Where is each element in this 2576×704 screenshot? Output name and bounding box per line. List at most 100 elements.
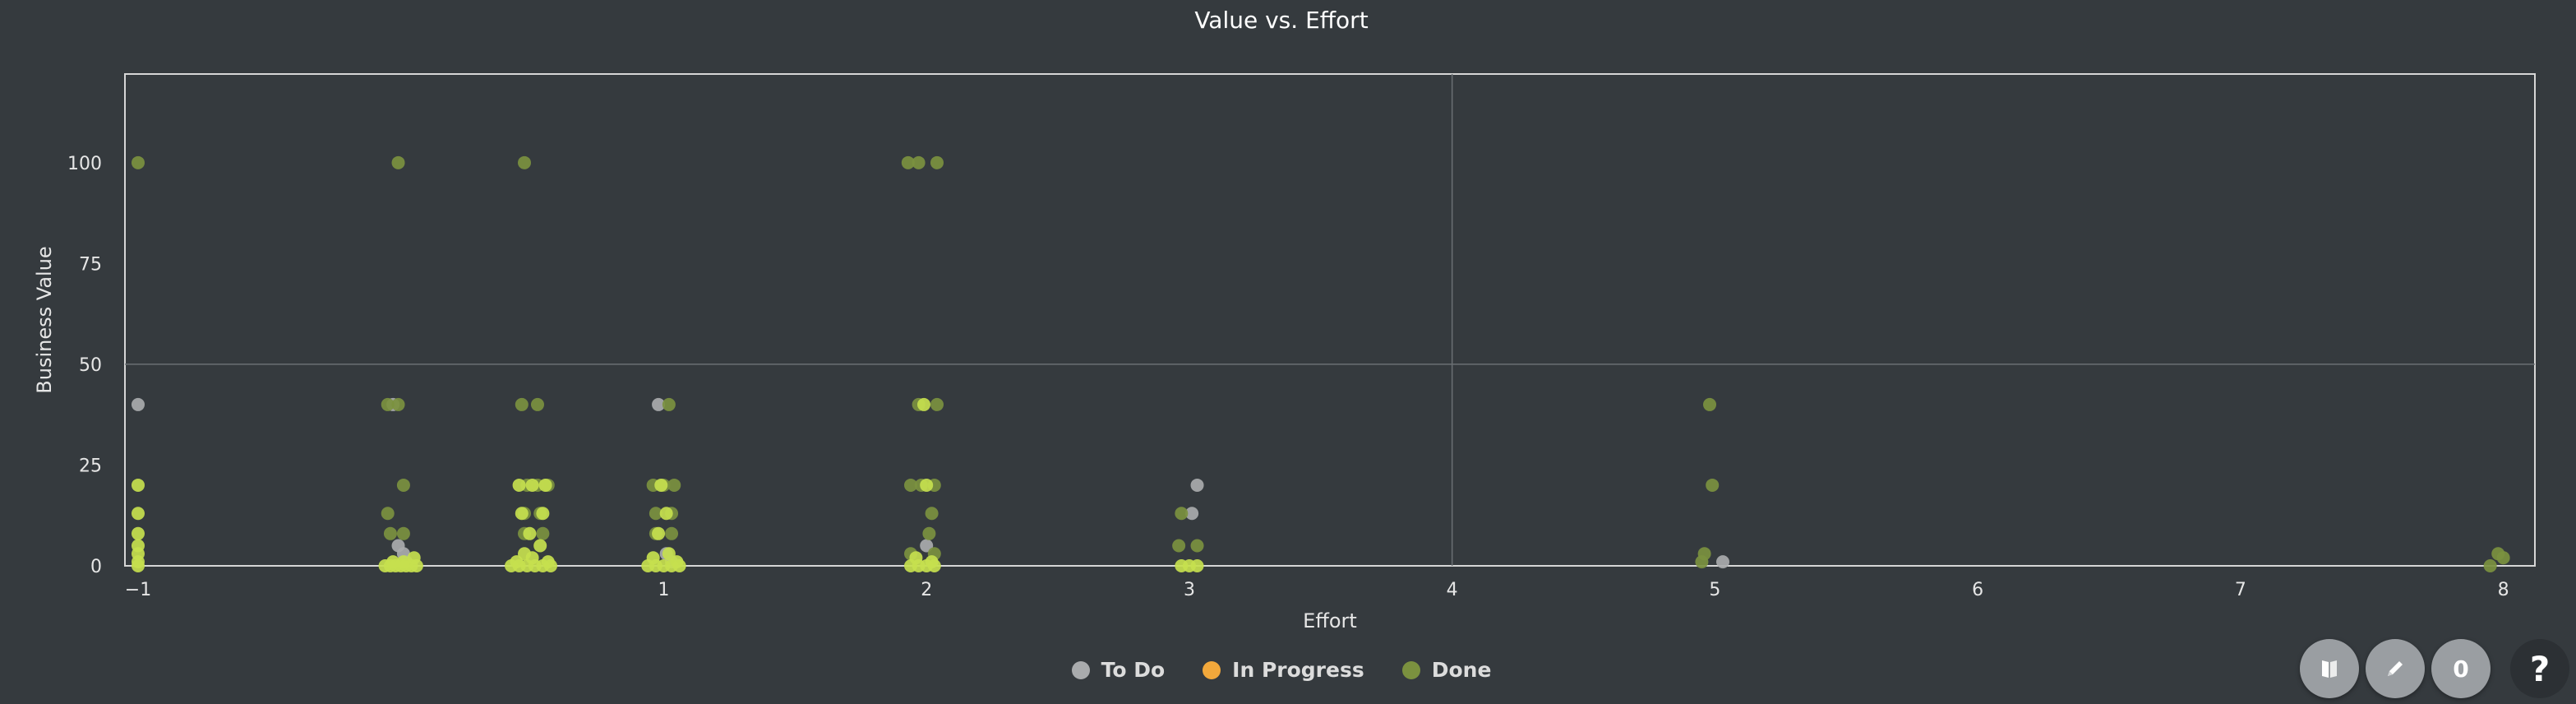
data-point[interactable]	[930, 397, 944, 411]
data-point[interactable]	[1695, 555, 1709, 569]
data-point[interactable]	[1172, 539, 1186, 553]
data-point[interactable]	[131, 526, 145, 540]
data-point[interactable]	[525, 478, 539, 492]
data-point[interactable]	[922, 526, 936, 540]
data-point[interactable]	[665, 526, 679, 540]
data-point[interactable]	[1706, 478, 1720, 492]
data-point[interactable]	[925, 507, 939, 521]
data-point[interactable]	[381, 507, 395, 521]
y-tick-label: 0	[90, 557, 102, 577]
data-point[interactable]	[2483, 559, 2497, 572]
x-tick-label: 6	[1972, 580, 1983, 600]
legend-item-to-do[interactable]: To Do	[1071, 658, 1165, 682]
data-point[interactable]	[541, 555, 555, 569]
data-point[interactable]	[530, 397, 544, 411]
data-point[interactable]	[652, 526, 666, 540]
data-point[interactable]	[930, 155, 944, 169]
data-point[interactable]	[131, 507, 145, 521]
data-point[interactable]	[920, 539, 934, 553]
data-point[interactable]	[518, 547, 532, 561]
data-point[interactable]	[1703, 397, 1717, 411]
data-point[interactable]	[646, 551, 660, 565]
data-point[interactable]	[512, 478, 526, 492]
data-point[interactable]	[1190, 559, 1204, 572]
data-point[interactable]	[1185, 507, 1199, 521]
data-point[interactable]	[391, 397, 405, 411]
data-point[interactable]	[518, 155, 532, 169]
x-tick-label: −1	[125, 580, 151, 600]
pencil-icon	[2388, 661, 2403, 676]
data-point[interactable]	[925, 555, 939, 569]
data-point[interactable]	[904, 478, 918, 492]
count-badge-button[interactable]: 0	[2431, 639, 2491, 698]
x-axis-title: Effort	[1303, 609, 1357, 632]
data-point[interactable]	[131, 478, 145, 492]
legend-swatch-done	[1401, 660, 1420, 679]
legend-item-done[interactable]: Done	[1401, 658, 1492, 682]
legend-item-in-progress[interactable]: In Progress	[1203, 658, 1364, 682]
data-point[interactable]	[917, 397, 931, 411]
data-point[interactable]	[396, 555, 410, 569]
data-point[interactable]	[652, 397, 666, 411]
x-tick-label: 7	[2235, 580, 2246, 600]
data-point[interactable]	[391, 155, 405, 169]
x-tick-label: 5	[1709, 580, 1720, 600]
data-point[interactable]	[131, 559, 145, 572]
data-point[interactable]	[533, 539, 547, 553]
legend-label: In Progress	[1232, 658, 1364, 682]
data-point[interactable]	[383, 526, 397, 540]
chart-title: Value vs. Effort	[1194, 7, 1369, 34]
x-tick-label: 2	[921, 580, 932, 600]
data-point[interactable]	[670, 555, 684, 569]
data-point[interactable]	[649, 507, 662, 521]
legend: To Do In Progress Done	[0, 658, 2563, 682]
data-point[interactable]	[515, 397, 529, 411]
data-point[interactable]	[381, 397, 395, 411]
data-point[interactable]	[1716, 555, 1730, 569]
data-point[interactable]	[538, 478, 552, 492]
data-point[interactable]	[654, 478, 668, 492]
y-tick-label: 25	[79, 456, 102, 476]
data-point[interactable]	[2496, 551, 2510, 565]
data-points	[131, 155, 2510, 572]
data-point[interactable]	[510, 555, 524, 569]
count-label: 0	[2453, 655, 2469, 683]
data-point[interactable]	[920, 478, 934, 492]
help-label: ?	[2529, 648, 2551, 689]
data-point[interactable]	[659, 507, 673, 521]
axis-ticks: −1 1 2 3 4 5 6 7 8 0 25 50 75 100	[67, 154, 2509, 600]
data-point[interactable]	[396, 478, 410, 492]
data-point[interactable]	[386, 555, 400, 569]
y-tick-label: 75	[79, 254, 102, 275]
y-axis-title: Business Value	[33, 246, 56, 393]
data-point[interactable]	[667, 478, 681, 492]
x-tick-label: 3	[1184, 580, 1195, 600]
grid-lines	[125, 74, 2535, 566]
data-point[interactable]	[523, 526, 537, 540]
data-point[interactable]	[1190, 539, 1204, 553]
legend-swatch-to-do	[1071, 660, 1090, 679]
help-button[interactable]: ?	[2510, 639, 2569, 698]
legend-label: Done	[1431, 658, 1492, 682]
data-point[interactable]	[1175, 507, 1189, 521]
data-point[interactable]	[1190, 478, 1204, 492]
data-point[interactable]	[901, 155, 915, 169]
data-point[interactable]	[662, 547, 676, 561]
data-point[interactable]	[396, 526, 410, 540]
data-point[interactable]	[131, 155, 145, 169]
data-point[interactable]	[131, 397, 145, 411]
data-point[interactable]	[912, 155, 926, 169]
data-point[interactable]	[536, 507, 550, 521]
data-point[interactable]	[536, 526, 550, 540]
book-button[interactable]	[2300, 639, 2359, 698]
data-point[interactable]	[909, 551, 923, 565]
edit-button[interactable]	[2366, 639, 2425, 698]
x-tick-label: 1	[658, 580, 669, 600]
data-point[interactable]	[662, 397, 676, 411]
data-point[interactable]	[407, 551, 421, 565]
y-tick-label: 100	[67, 154, 102, 174]
data-point[interactable]	[515, 507, 529, 521]
book-icon	[2322, 660, 2337, 678]
legend-swatch-in-progress	[1203, 660, 1221, 679]
x-tick-label: 8	[2498, 580, 2509, 600]
